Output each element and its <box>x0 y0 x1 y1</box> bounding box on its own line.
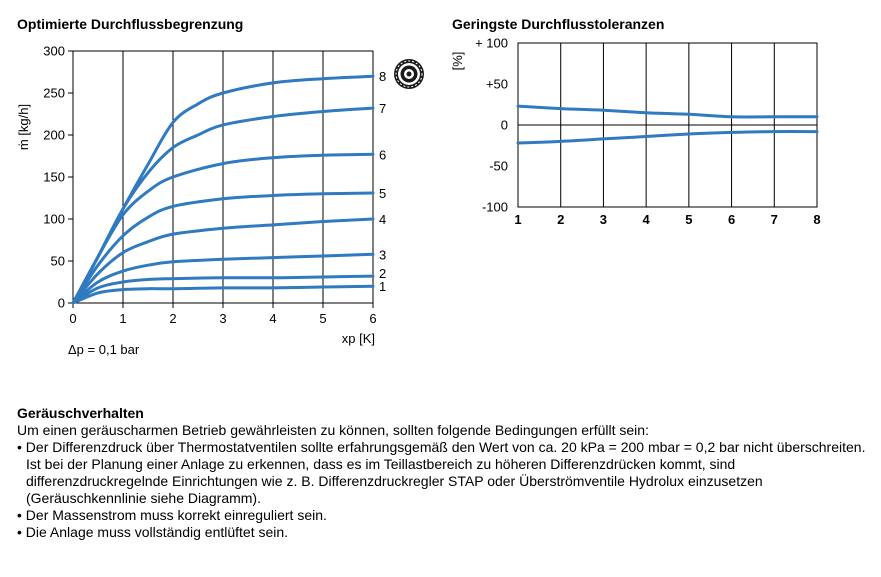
flow-tolerance-chart: 1 2 3 4 5 6 7 8 + 100 +50 0 -50 -100 [%] <box>450 36 821 228</box>
x-tick-label: 5 <box>319 311 326 326</box>
noise-section: Geräuschverhalten Um einen geräuscharmen… <box>17 405 867 541</box>
chart-title-flow-limit: Optimierte Durchflussbegrenzung <box>17 16 244 32</box>
series-label: 8 <box>379 69 386 84</box>
x-tick-label: 1 <box>514 212 521 227</box>
condition-item: Der Differenzdruck über Thermostatventil… <box>17 439 867 507</box>
series-line <box>71 252 375 305</box>
condition-item: Der Massenstrom muss korrekt einregulier… <box>17 507 867 524</box>
x-tick-label: 2 <box>169 311 176 326</box>
y-tick-label: 150 <box>43 170 65 185</box>
x-tick-label: 3 <box>219 311 226 326</box>
pressure-note: Δp = 0,1 bar <box>68 342 140 357</box>
series-label: 6 <box>379 147 386 162</box>
series-label: 7 <box>379 101 386 116</box>
condition-item: Die Anlage muss vollständig entlüftet se… <box>17 524 867 541</box>
x-tick-label: 4 <box>643 212 651 227</box>
series-label: 5 <box>379 186 386 201</box>
series-line <box>516 104 819 119</box>
y-tick-label: 300 <box>43 44 65 59</box>
y-tick-label: 250 <box>43 86 65 101</box>
series-label: 4 <box>379 212 386 227</box>
series-label: 1 <box>379 279 386 294</box>
y-axis-label: [%] <box>450 52 465 71</box>
y-tick-label: -100 <box>482 200 508 215</box>
valve-dial-icon <box>394 59 424 89</box>
series-line <box>516 130 819 145</box>
section-heading: Geräuschverhalten <box>17 405 144 421</box>
x-tick-label: 2 <box>557 212 564 227</box>
x-axis-label: xp [K] <box>342 331 375 346</box>
x-tick-label: 1 <box>119 311 126 326</box>
series-line <box>71 74 375 305</box>
x-tick-label: 8 <box>813 212 820 227</box>
section-intro: Um einen geräuscharmen Betrieb gewährlei… <box>17 422 649 438</box>
series-label: 3 <box>379 247 386 262</box>
x-tick-label: 0 <box>69 311 76 326</box>
x-tick-label: 6 <box>369 311 376 326</box>
series-line <box>71 274 375 305</box>
series-line <box>71 217 375 305</box>
series-line <box>71 191 375 305</box>
x-tick-label: 4 <box>269 311 276 326</box>
y-tick-label: 50 <box>51 254 65 269</box>
y-tick-label: 100 <box>43 212 65 227</box>
series-label: 2 <box>379 266 386 281</box>
y-tick-label: +50 <box>486 77 508 92</box>
x-tick-label: 6 <box>728 212 735 227</box>
y-tick-label: 200 <box>43 128 65 143</box>
x-tick-label: 3 <box>600 212 607 227</box>
x-tick-label: 7 <box>771 212 778 227</box>
y-tick-label: 0 <box>501 118 508 133</box>
condition-list: Der Differenzdruck über Thermostatventil… <box>17 439 867 541</box>
y-tick-label: -50 <box>489 159 508 174</box>
chart-title-flow-tolerance: Geringste Durchflusstoleranzen <box>452 16 665 32</box>
y-tick-label: + 100 <box>475 36 508 51</box>
y-tick-label: 0 <box>58 296 65 311</box>
y-axis-label: ṁ [kg/h] <box>16 104 31 150</box>
x-tick-label: 5 <box>685 212 692 227</box>
series-line <box>71 284 375 305</box>
